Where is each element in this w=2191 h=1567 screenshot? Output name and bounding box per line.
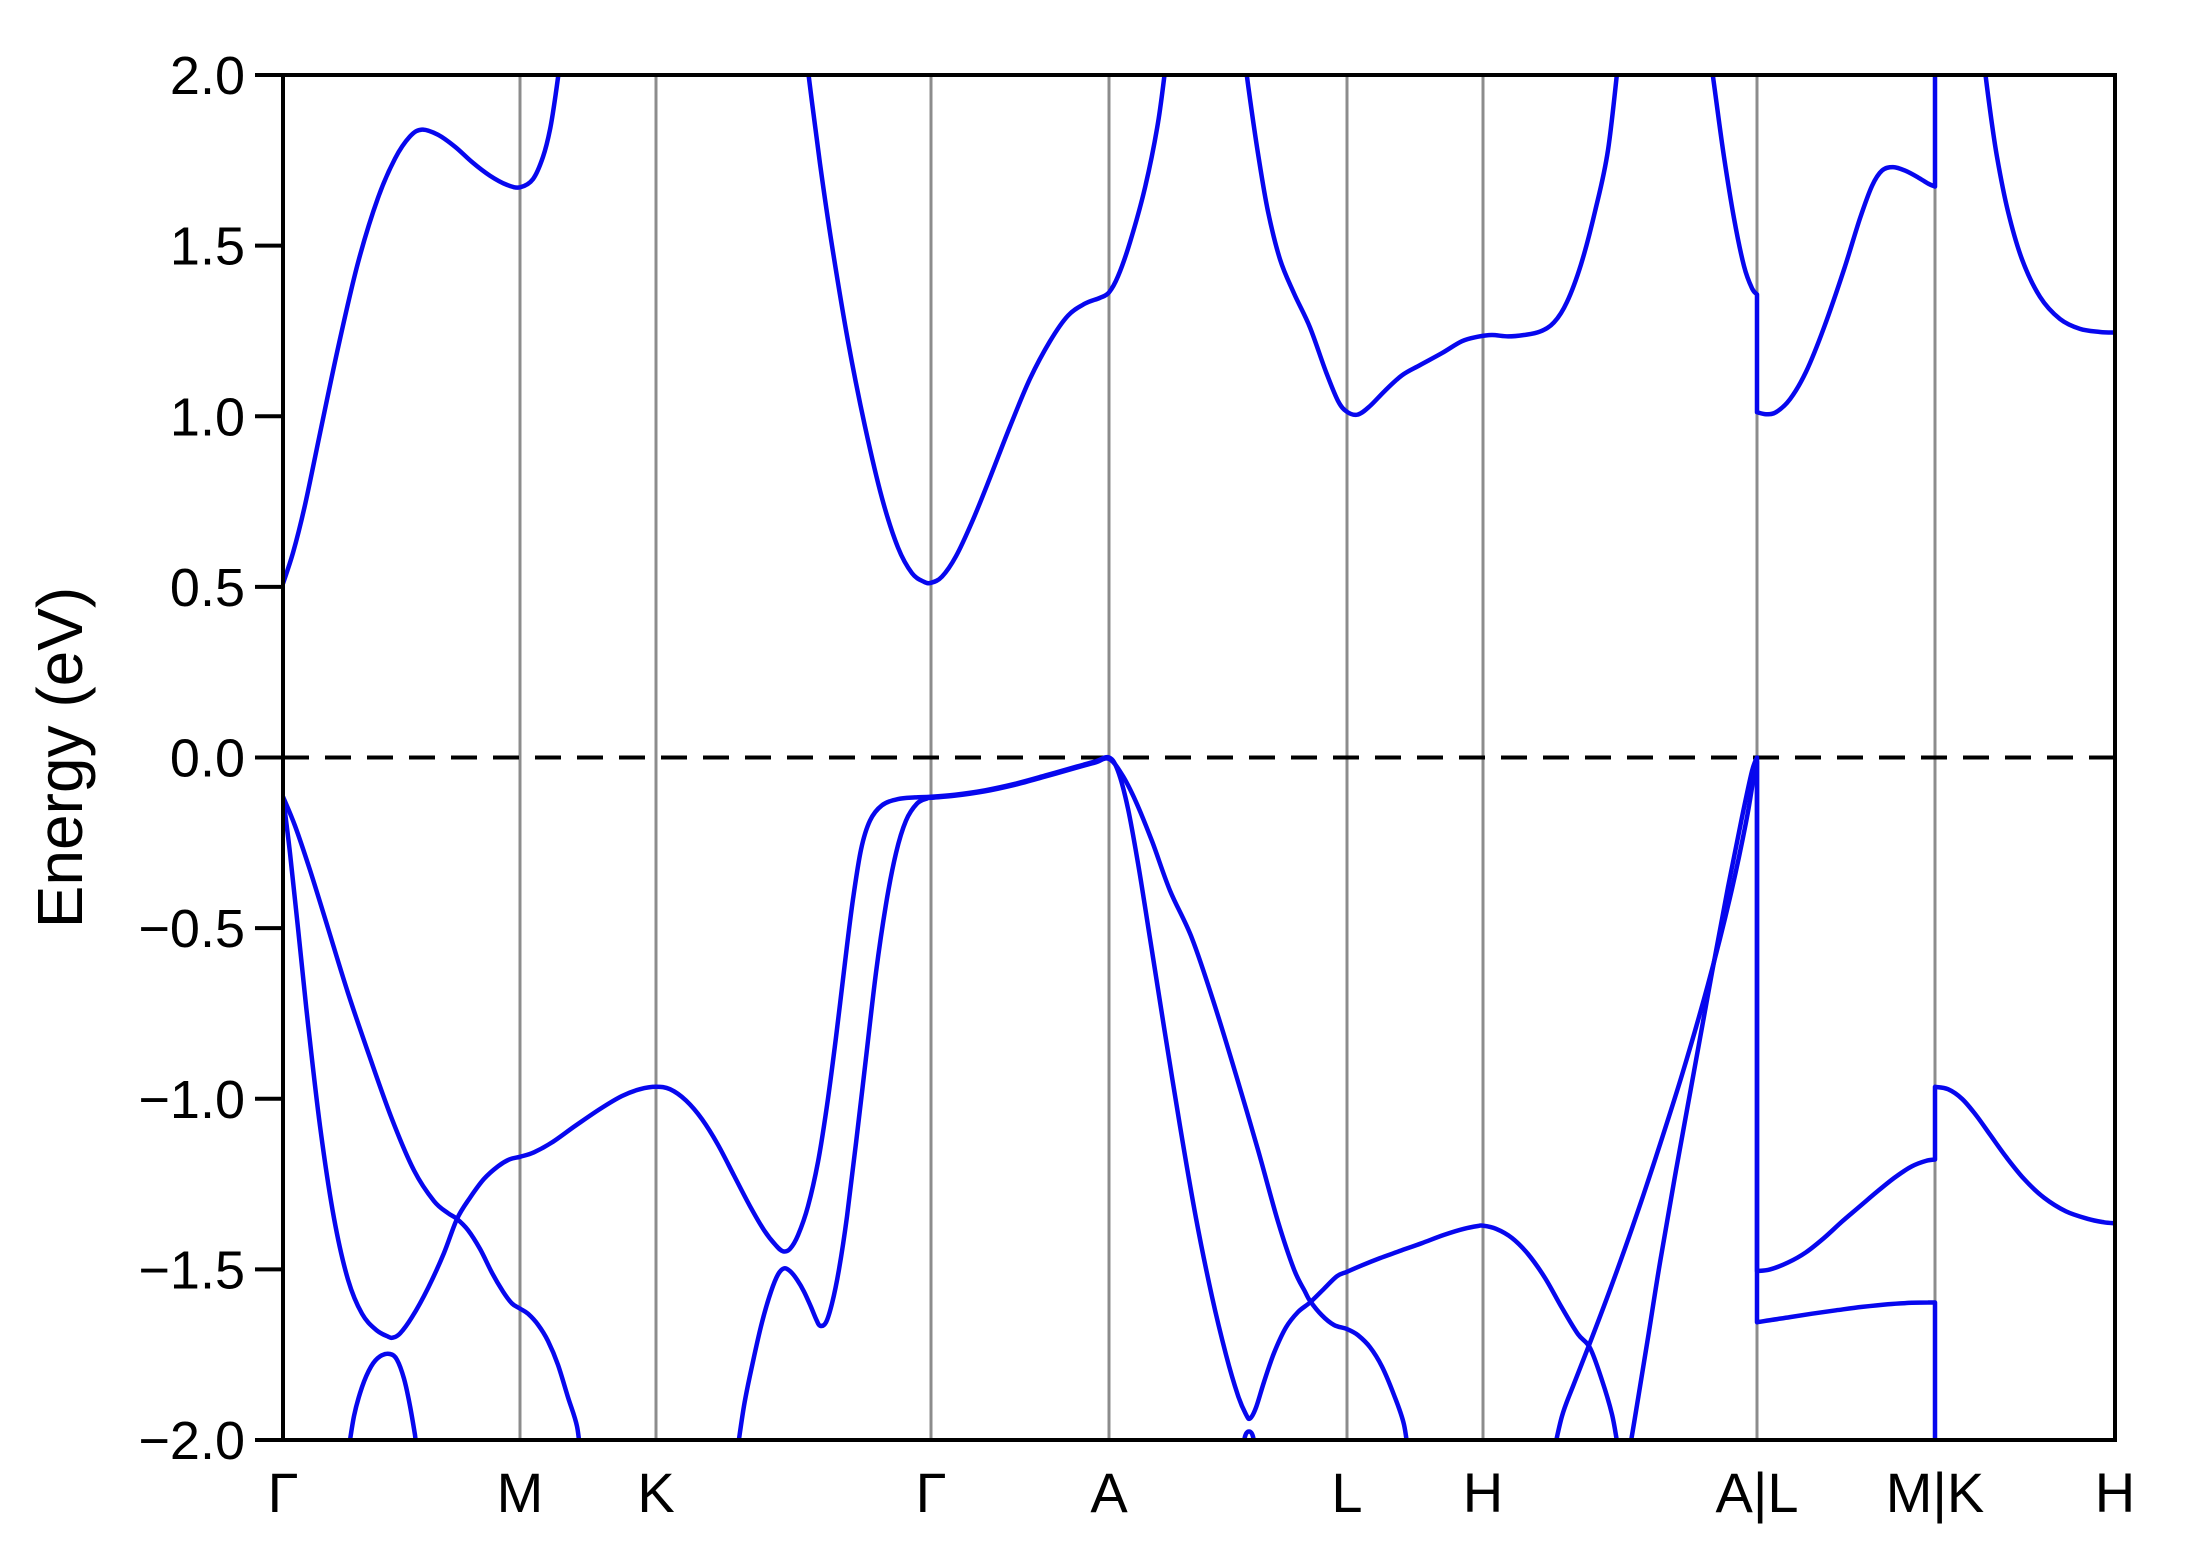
x-tick-label-5-L: L (1331, 1461, 1362, 1524)
y-tick-label-1.0: 1.0 (170, 387, 245, 447)
y-tick-label-−1.0: −1.0 (138, 1070, 245, 1130)
band-series-conduction-4 (1710, 75, 1938, 417)
y-axis-title: Energy (eV) (24, 587, 96, 928)
x-tick-label-6-H: H (1463, 1461, 1503, 1524)
y-tick-label-0.0: 0.0 (170, 729, 245, 789)
axis-ticks (255, 73, 283, 1442)
band-series-valence-6 (1554, 759, 1938, 1440)
band-series-valence-2 (281, 795, 582, 1440)
band-series-valence-1 (281, 754, 2116, 1440)
x-tick-label-1-M: M (497, 1461, 544, 1524)
band-series-conduction-2 (806, 75, 1167, 586)
x-tick-label-3-Γ: Γ (916, 1461, 947, 1524)
y-tick-label-−1.5: −1.5 (138, 1240, 245, 1300)
band-series-conduction-3 (1244, 75, 1620, 418)
y-tick-label-0.5: 0.5 (170, 558, 245, 618)
x-tick-label-8-M|K: M|K (1886, 1461, 1985, 1524)
y-tick-label-−2.0: −2.0 (138, 1411, 245, 1471)
x-tick-label-9-H: H (2095, 1461, 2135, 1524)
y-tick-label-2.0: 2.0 (170, 46, 245, 106)
band-series-valence-5 (1241, 1429, 1257, 1440)
y-tick-label-−0.5: −0.5 (138, 899, 245, 959)
x-tick-label-7-A|L: A|L (1715, 1461, 1798, 1524)
band-series-conduction-5 (1983, 75, 2116, 335)
band-series-valence-4 (736, 756, 1409, 1440)
x-tick-label-4-A: A (1090, 1461, 1128, 1524)
band-series-valence-3 (347, 1351, 418, 1440)
y-tick-label-1.5: 1.5 (170, 217, 245, 277)
x-tick-label-0-Γ: Γ (268, 1461, 299, 1524)
axis-tick-labels: 2.0 1.5 1.0 0.5 0.0 −0.5 −1.0 −1.5 −2.0 Γ M K Γ A L H A|… (138, 46, 2135, 1524)
band-series-conduction-1 (281, 75, 561, 585)
band-curves (281, 75, 2116, 1440)
x-tick-label-2-K: K (637, 1461, 674, 1524)
